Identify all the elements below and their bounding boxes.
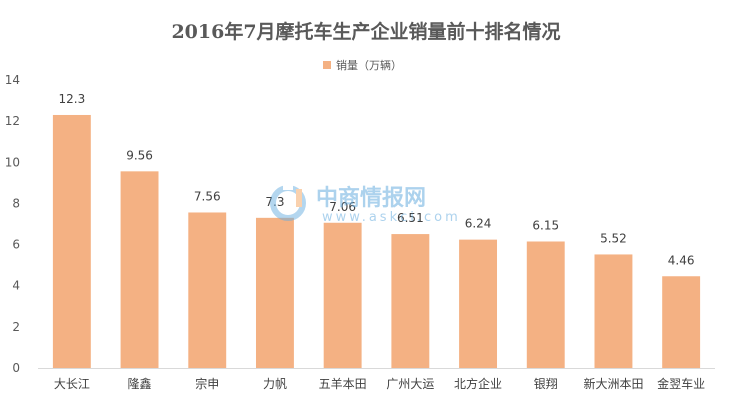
legend-label: 销量（万辆）: [336, 58, 402, 72]
category-label: 五羊本田: [319, 376, 367, 391]
y-tick-label: 0: [12, 361, 20, 375]
category-label: 金翌车业: [657, 376, 705, 391]
watermark: 中商情报网 www.askci.com: [270, 180, 461, 225]
category-label: 隆鑫: [128, 376, 152, 391]
bar: [188, 212, 227, 368]
data-label: 6.15: [532, 218, 559, 232]
bar: [391, 234, 430, 368]
bar: [255, 217, 294, 368]
bar: [459, 239, 498, 368]
legend-swatch: [323, 61, 331, 69]
data-label: 5.52: [600, 231, 627, 245]
bar-series: [52, 114, 701, 368]
y-tick-label: 12: [5, 114, 20, 128]
y-tick-label: 10: [5, 155, 20, 169]
y-axis-ticks: 0 2 4 6 8 10 12 14: [5, 73, 20, 375]
data-label: 4.46: [668, 253, 695, 267]
category-label: 新大洲本田: [583, 376, 643, 391]
category-label: 宗申: [195, 376, 219, 391]
data-label: 7.06: [329, 200, 356, 214]
category-label: 大长江: [54, 377, 90, 391]
data-labels: 12.39.567.56 7.3 7.066.51 6.24 6.155.524.46: [58, 92, 694, 267]
category-label: 银翔: [534, 377, 558, 391]
data-label: 6.51: [397, 211, 424, 225]
category-label: 力帆: [263, 376, 287, 391]
category-labels: 大长江 隆鑫 宗申 力帆 五羊本田 广州大运 北方企业 银翔 新大洲本田 金翌车业: [54, 376, 705, 391]
watermark-text: 中商情报网: [316, 185, 426, 211]
data-label: 7.56: [194, 189, 221, 203]
y-tick-label: 14: [5, 73, 20, 87]
y-tick-label: 4: [12, 279, 20, 293]
y-tick-label: 2: [12, 320, 20, 334]
bar: [52, 114, 91, 368]
bar: [526, 241, 565, 368]
bar: [594, 254, 633, 368]
y-tick-label: 8: [12, 196, 20, 210]
watermark-url: www.askci.com: [322, 210, 461, 225]
data-label: 9.56: [126, 148, 153, 162]
watermark-logo-icon: [270, 180, 306, 221]
bar: [120, 171, 159, 368]
legend: 销量（万辆）: [323, 58, 402, 72]
y-tick-label: 6: [12, 238, 20, 252]
data-label: 12.3: [58, 92, 85, 106]
data-label: 6.24: [465, 217, 492, 231]
category-label: 北方企业: [454, 376, 502, 391]
category-label: 广州大运: [386, 377, 434, 391]
chart-title: 2016年7月摩托车生产企业销量前十排名情况: [171, 20, 560, 43]
bar: [323, 222, 362, 368]
bar: [662, 276, 701, 368]
